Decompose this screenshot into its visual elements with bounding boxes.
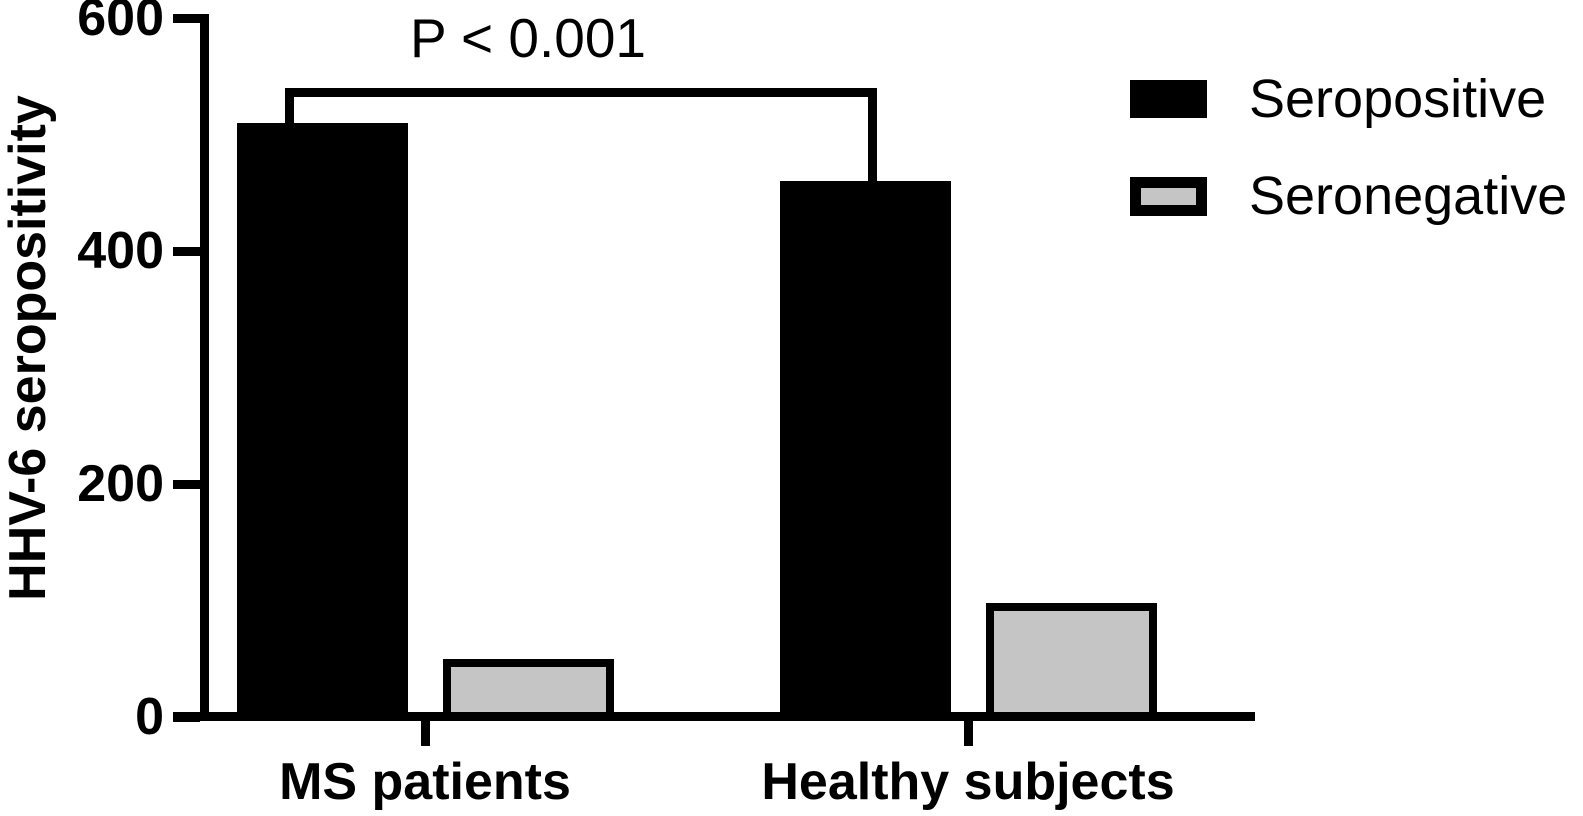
x-axis-tick: [420, 721, 430, 746]
legend-label-seronegative: Seronegative: [1249, 166, 1568, 226]
y-axis-title: HHV-6 seropositivity: [0, 95, 57, 601]
legend: Seropositive Seronegative: [1130, 72, 1567, 223]
y-axis-tick: [173, 246, 200, 256]
p-value-annotation: P < 0.001: [409, 7, 646, 69]
legend-label-seropositive: Seropositive: [1249, 69, 1547, 129]
bar-ms-patients-seropositive: [236, 122, 408, 720]
y-tick-label: 200: [77, 455, 164, 513]
seropositive-swatch-icon: [1130, 80, 1207, 118]
seronegative-swatch-icon: [1130, 176, 1207, 216]
legend-item-seropositive: Seropositive: [1130, 72, 1567, 126]
y-axis-tick: [173, 13, 200, 23]
x-axis-tick: [963, 721, 973, 746]
y-tick-label: 600: [77, 0, 164, 47]
y-axis-line: [200, 14, 209, 721]
x-axis-line: [173, 712, 1255, 721]
x-category-label: MS patients: [279, 753, 571, 811]
legend-item-seronegative: Seronegative: [1130, 169, 1567, 223]
bar-healthy-subjects-seronegative: [985, 602, 1157, 720]
bar-healthy-subjects-seropositive: [779, 181, 951, 720]
x-category-label: Healthy subjects: [761, 753, 1175, 811]
bar-ms-patients-seronegative: [442, 658, 614, 720]
y-tick-label: 0: [135, 688, 164, 746]
significance-bracket-right-arm: [868, 88, 877, 183]
significance-bracket-line: [285, 88, 877, 97]
y-axis-tick: [173, 712, 200, 722]
y-tick-label: 400: [77, 222, 164, 280]
significance-bracket-left-arm: [285, 88, 294, 124]
y-axis-tick: [173, 479, 200, 489]
